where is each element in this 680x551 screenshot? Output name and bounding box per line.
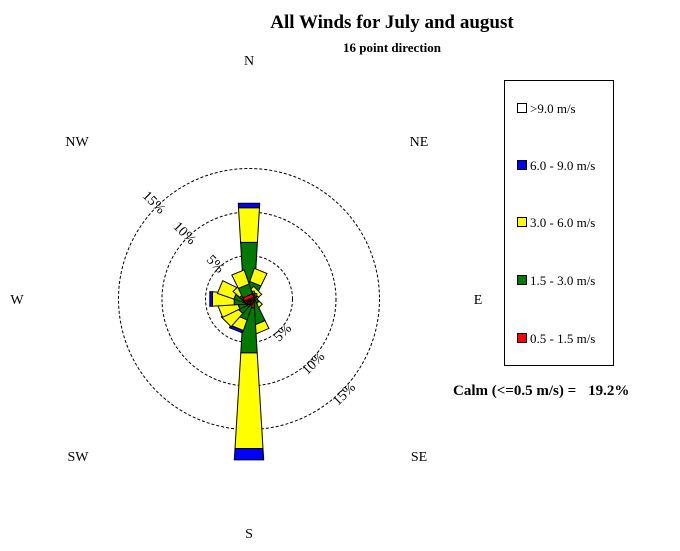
ring-label: 10%: [299, 349, 328, 378]
compass-label-s: S: [245, 527, 253, 542]
petal-W-segment: [209, 291, 213, 307]
legend-swatch: [517, 275, 527, 285]
legend: >9.0 m/s 6.0 - 9.0 m/s 3.0 - 6.0 m/s 1.5…: [504, 80, 614, 366]
legend-swatch: [517, 160, 527, 170]
legend-item: 0.5 - 1.5 m/s: [517, 331, 595, 347]
petal-NNW-segment: [231, 269, 250, 290]
petal-NNE-segment: [249, 267, 268, 287]
ring-label: 5%: [203, 253, 227, 277]
legend-label: >9.0 m/s: [530, 101, 576, 116]
compass-label-e: E: [474, 293, 483, 308]
legend-item: 6.0 - 9.0 m/s: [517, 158, 595, 174]
ring-label: 15%: [139, 189, 168, 218]
compass-label-ne: NE: [410, 135, 429, 150]
calm-label: Calm (<=0.5 m/s) =: [453, 383, 577, 399]
ring-label: 5%: [271, 321, 295, 345]
legend-label: 0.5 - 1.5 m/s: [530, 331, 596, 346]
chart-subtitle: 16 point direction: [343, 40, 441, 55]
legend-swatch: [517, 103, 527, 113]
chart-title: All Winds for July and august: [270, 12, 514, 33]
compass-label-n: N: [244, 54, 254, 69]
legend-item: >9.0 m/s: [517, 101, 576, 117]
petal-SSW-segment: [228, 324, 245, 334]
legend-label: 6.0 - 9.0 m/s: [530, 158, 596, 173]
ring-label: 10%: [170, 219, 199, 248]
petal-S-segment: [234, 352, 264, 450]
legend-item: 3.0 - 6.0 m/s: [517, 215, 595, 231]
petal-N-segment: [237, 202, 261, 209]
compass-label-sw: SW: [68, 450, 90, 465]
petal-S-segment: [233, 448, 265, 461]
compass-label-se: SE: [411, 450, 427, 465]
ring-15: [118, 168, 380, 430]
ring-label: 15%: [330, 380, 359, 409]
legend-swatch: [517, 217, 527, 227]
petal-WNW-segment: [216, 280, 240, 300]
calm-summary: Calm (<=0.5 m/s) = 19.2%: [453, 383, 629, 400]
compass-label-w: W: [10, 293, 24, 308]
calm-value: 19.2%: [588, 383, 630, 399]
legend-swatch: [517, 333, 527, 343]
legend-label: 1.5 - 3.0 m/s: [530, 273, 596, 288]
legend-item: 1.5 - 3.0 m/s: [517, 273, 595, 289]
legend-label: 3.0 - 6.0 m/s: [530, 215, 596, 230]
compass-label-nw: NW: [65, 135, 89, 150]
ring-5: [205, 255, 293, 343]
petal-N-segment: [237, 207, 261, 243]
